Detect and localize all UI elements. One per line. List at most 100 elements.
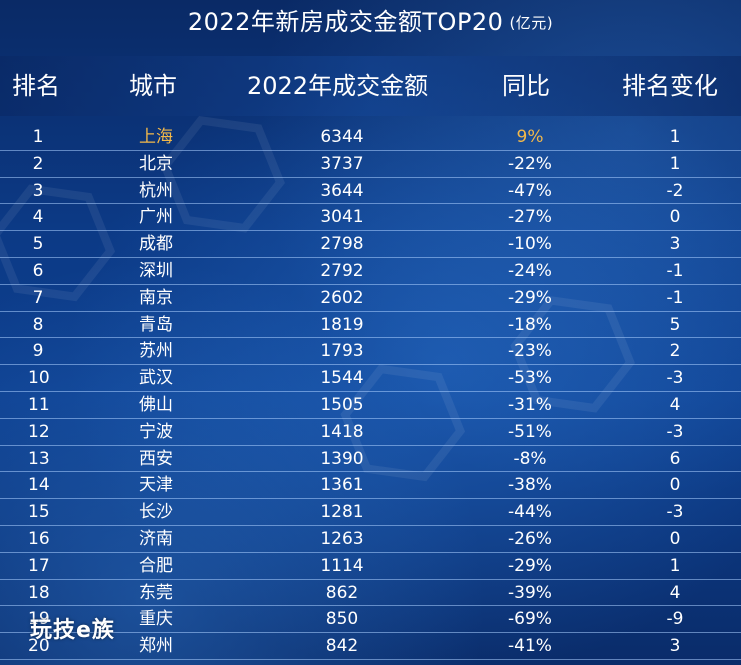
table-row: 17 合肥 1114 -29% 1 — [0, 553, 741, 580]
rank-cell: 5 — [32, 234, 44, 255]
rank-change-cell: 0 — [669, 475, 681, 496]
rank-cell: 19 — [28, 609, 50, 630]
yoy-cell: 9% — [516, 127, 544, 147]
amount-cell: 862 — [325, 582, 359, 603]
yoy-cell: -44% — [508, 502, 552, 523]
title-text: 2022年新房成交金额TOP20 — [187, 8, 504, 36]
table-row: 3 杭州 3644 -47% -2 — [0, 178, 741, 205]
yoy-cell: -51% — [508, 421, 552, 442]
yoy-cell: -10% — [508, 234, 552, 255]
rank-cell: 9 — [32, 341, 44, 362]
rank-cell: 8 — [32, 314, 44, 335]
amount-cell: 1505 — [320, 394, 364, 415]
city-cell: 宁波 — [139, 421, 173, 442]
table-row: 14 天津 1361 -38% 0 — [0, 472, 741, 500]
rank-change-cell: 1 — [669, 153, 681, 174]
header-rank: 排名 — [12, 72, 60, 100]
yoy-cell: -22% — [508, 153, 552, 174]
city-cell: 苏州 — [139, 341, 173, 362]
amount-cell: 3644 — [320, 180, 364, 201]
rank-cell: 6 — [32, 260, 44, 281]
rank-change-cell: 3 — [669, 636, 681, 657]
yoy-cell: -53% — [508, 368, 552, 389]
rank-change-cell: 0 — [669, 528, 681, 549]
table-row: 19 重庆 850 -69% -9 — [0, 606, 741, 634]
table-row: 6 深圳 2792 -24% -1 — [0, 258, 741, 285]
yoy-cell: -29% — [508, 287, 552, 308]
rank-cell: 7 — [32, 287, 44, 308]
city-cell: 武汉 — [139, 368, 173, 389]
yoy-cell: -27% — [508, 207, 552, 228]
yoy-cell: -23% — [508, 341, 552, 362]
yoy-cell: -18% — [508, 314, 552, 335]
rank-cell: 13 — [28, 448, 50, 469]
rank-change-cell: 1 — [669, 555, 681, 576]
header-band — [0, 56, 741, 116]
rank-change-cell: 4 — [669, 582, 681, 603]
yoy-cell: -38% — [508, 475, 552, 496]
rank-change-cell: -1 — [666, 260, 684, 281]
city-cell: 佛山 — [139, 394, 173, 415]
header-city: 城市 — [129, 72, 177, 100]
rank-change-cell: 4 — [669, 394, 681, 415]
rank-change-cell: 3 — [669, 234, 681, 255]
header-rank-change: 排名变化 — [622, 72, 718, 100]
amount-cell: 1418 — [320, 421, 364, 442]
title-unit: (亿元) — [509, 14, 554, 32]
city-cell: 重庆 — [139, 609, 173, 630]
rank-change-cell: -2 — [666, 180, 684, 201]
table-row: 20 郑州 842 -41% 3 — [0, 633, 741, 660]
rank-change-cell: 5 — [669, 314, 681, 335]
city-cell: 西安 — [139, 448, 173, 469]
yoy-cell: -8% — [513, 448, 547, 469]
yoy-cell: -41% — [508, 636, 552, 657]
city-cell: 东莞 — [139, 582, 173, 603]
table-row: 4 广州 3041 -27% 0 — [0, 204, 741, 232]
rank-cell: 10 — [28, 368, 50, 389]
yoy-cell: -26% — [508, 528, 552, 549]
rank-cell: 3 — [32, 180, 44, 201]
city-cell: 北京 — [139, 153, 173, 174]
table-row: 1 上海 6344 9% 1 — [0, 124, 741, 151]
amount-cell: 2602 — [320, 287, 364, 308]
amount-cell: 1544 — [320, 368, 364, 389]
city-cell: 成都 — [139, 234, 173, 255]
brand-logo: 玩技e族 — [30, 618, 115, 643]
rank-change-cell: 2 — [669, 341, 681, 362]
city-cell: 深圳 — [139, 260, 173, 281]
rank-change-cell: 6 — [669, 448, 681, 469]
page-title: 2022年新房成交金额TOP20 (亿元) — [0, 6, 741, 39]
rank-change-cell: -9 — [666, 609, 684, 630]
rank-cell: 11 — [28, 394, 50, 415]
table-row: 12 宁波 1418 -51% -3 — [0, 419, 741, 446]
city-cell: 济南 — [139, 528, 173, 549]
table-header: 排名 城市 2022年成交金额 同比 排名变化 — [0, 66, 741, 106]
yoy-cell: -31% — [508, 394, 552, 415]
city-cell: 长沙 — [139, 502, 173, 523]
rank-change-cell: -3 — [666, 368, 684, 389]
table-row: 16 济南 1263 -26% 0 — [0, 526, 741, 553]
table-row: 2 北京 3737 -22% 1 — [0, 151, 741, 178]
table-row: 10 武汉 1544 -53% -3 — [0, 365, 741, 392]
amount-cell: 842 — [325, 636, 359, 657]
table-row: 18 东莞 862 -39% 4 — [0, 580, 741, 607]
amount-cell: 1390 — [320, 448, 364, 469]
rank-change-cell: -1 — [666, 287, 684, 308]
table-row: 15 长沙 1281 -44% -3 — [0, 499, 741, 526]
amount-cell: 3041 — [320, 207, 364, 228]
yoy-cell: -29% — [508, 555, 552, 576]
rank-change-cell: -3 — [666, 421, 684, 442]
table-row: 8 青岛 1819 -18% 5 — [0, 312, 741, 339]
amount-cell: 1361 — [320, 475, 364, 496]
table-row: 13 西安 1390 -8% 6 — [0, 446, 741, 473]
yoy-cell: -69% — [508, 609, 552, 630]
rank-cell: 4 — [32, 207, 44, 228]
rank-cell: 18 — [28, 582, 50, 603]
city-cell: 青岛 — [139, 314, 173, 335]
rank-cell: 14 — [28, 475, 50, 496]
table-row: 11 佛山 1505 -31% 4 — [0, 392, 741, 419]
rank-change-cell: -3 — [666, 502, 684, 523]
rank-change-cell: 0 — [669, 207, 681, 228]
amount-cell: 6344 — [320, 127, 364, 147]
table-row: 9 苏州 1793 -23% 2 — [0, 338, 741, 366]
